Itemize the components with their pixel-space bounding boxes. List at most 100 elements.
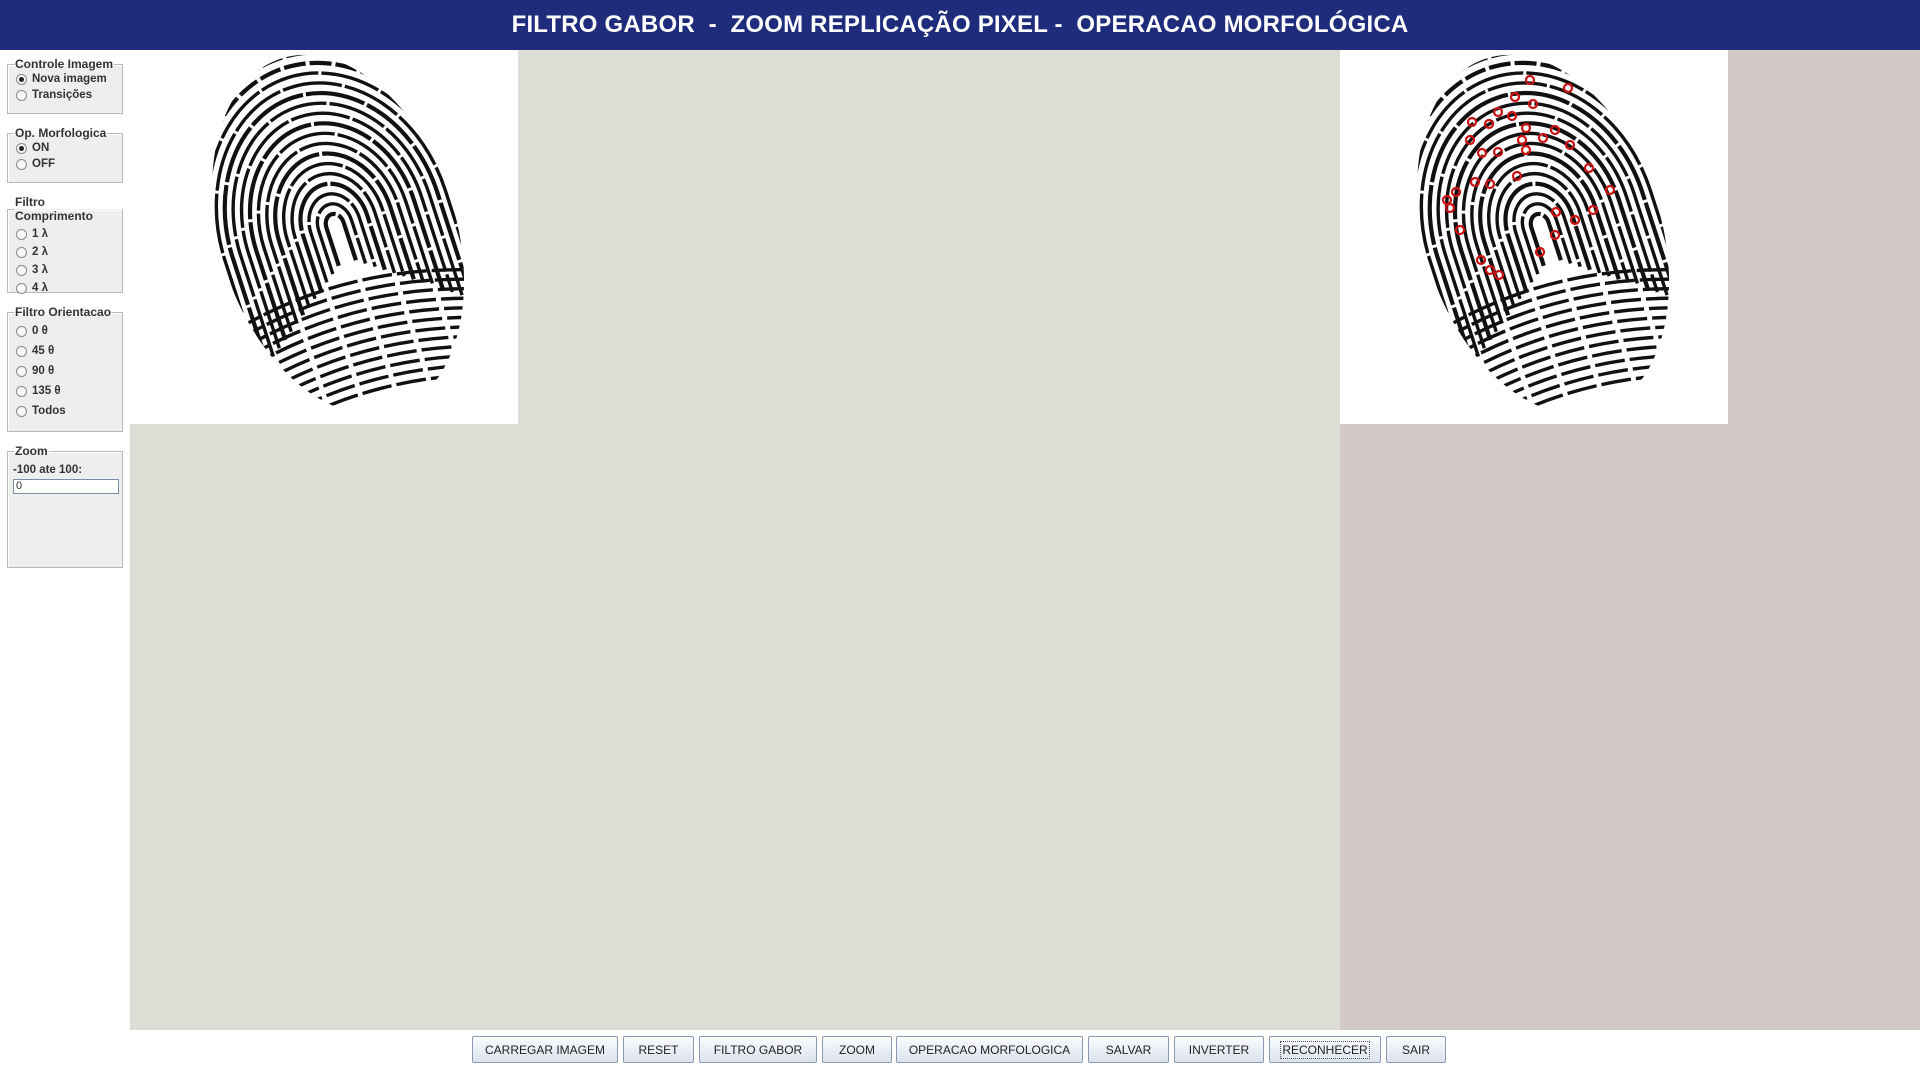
- radio-label: 4 λ: [32, 282, 48, 294]
- radio-comprimento-4[interactable]: 4 λ: [16, 279, 122, 297]
- minutia-marker-icon: [1454, 224, 1466, 236]
- radio-empty-icon: [16, 264, 27, 276]
- minutia-marker-icon: [1483, 118, 1495, 130]
- radio-selected-icon: [16, 142, 27, 154]
- minutia-marker-icon: [1549, 124, 1561, 136]
- inverter-button[interactable]: INVERTER: [1174, 1036, 1264, 1063]
- group-filtro-comprimento: Filtro Comprimento 1 λ 2 λ 3 λ 4 λ: [7, 195, 123, 294]
- radio-orientacao-todos[interactable]: Todos: [16, 401, 122, 421]
- button-label: SALVAR: [1105, 1042, 1152, 1057]
- radio-on[interactable]: ON: [16, 140, 122, 156]
- minutia-marker-icon: [1475, 254, 1487, 266]
- minutia-marker-icon: [1604, 184, 1616, 196]
- radio-label: 2 λ: [32, 246, 48, 258]
- minutia-marker-icon: [1511, 170, 1523, 182]
- radio-label: 3 λ: [32, 264, 48, 276]
- group-filtro-orientacao-legend: Filtro Orientacao: [15, 305, 112, 319]
- radio-nova-imagem[interactable]: Nova imagem: [16, 71, 122, 87]
- radio-off[interactable]: OFF: [16, 156, 122, 172]
- minutia-marker-icon: [1509, 91, 1521, 103]
- minutia-marker-icon: [1549, 229, 1561, 241]
- button-label: RECONHECER: [1280, 1040, 1370, 1059]
- button-label: RESET: [638, 1042, 679, 1057]
- radio-empty-icon: [16, 282, 27, 294]
- radio-empty-icon: [16, 325, 27, 337]
- reconhecer-button[interactable]: RECONHECER: [1269, 1036, 1381, 1063]
- minutia-marker-icon: [1492, 106, 1504, 118]
- minutia-marker-icon: [1520, 122, 1532, 134]
- minutia-marker-icon: [1476, 147, 1488, 159]
- group-controle-imagem: Controle Imagem Nova imagem Transições: [7, 57, 123, 114]
- app-title: FILTRO GABOR - ZOOM REPLICAÇÃO PIXEL - O…: [0, 0, 1920, 50]
- button-label: CARREGAR IMAGEM: [484, 1042, 605, 1057]
- zoom-button[interactable]: ZOOM: [822, 1036, 892, 1063]
- radio-transicoes[interactable]: Transições: [16, 87, 122, 103]
- radio-label: 0 θ: [32, 325, 48, 337]
- filtro-gabor-button[interactable]: FILTRO GABOR: [699, 1036, 817, 1063]
- minutia-marker-icon: [1564, 139, 1576, 151]
- radio-orientacao-135[interactable]: 135 θ: [16, 381, 122, 401]
- radio-comprimento-3[interactable]: 3 λ: [16, 261, 122, 279]
- minutia-marker-icon: [1524, 74, 1536, 86]
- radio-orientacao-90[interactable]: 90 θ: [16, 361, 122, 381]
- radio-empty-icon: [16, 345, 27, 357]
- radio-comprimento-2[interactable]: 2 λ: [16, 243, 122, 261]
- group-filtro-orientacao: Filtro Orientacao 0 θ 45 θ 90 θ 135 θ To…: [7, 305, 123, 432]
- minutia-marker-icon: [1569, 214, 1581, 226]
- radio-empty-icon: [16, 365, 27, 377]
- minutia-marker-icon: [1520, 144, 1532, 156]
- fingerprint-minutiae-image: [1373, 50, 1713, 424]
- minutia-marker-icon: [1537, 132, 1549, 144]
- radio-label: Nova imagem: [32, 73, 107, 85]
- salvar-button[interactable]: SALVAR: [1088, 1036, 1169, 1063]
- minutia-marker-icon: [1484, 178, 1496, 190]
- minutia-marker-icon: [1562, 82, 1574, 94]
- button-label: OPERACAO MORFOLOGICA: [908, 1042, 1071, 1057]
- button-label: SAIR: [1401, 1042, 1430, 1057]
- minutia-marker-icon: [1493, 269, 1505, 281]
- minutia-marker-icon: [1587, 204, 1599, 216]
- reset-button[interactable]: RESET: [623, 1036, 694, 1063]
- group-op-morfologica: Op. Morfologica ON OFF: [7, 126, 123, 183]
- minutia-marker-icon: [1550, 206, 1562, 218]
- group-op-morfologica-legend: Op. Morfologica: [15, 126, 107, 140]
- radio-comprimento-1[interactable]: 1 λ: [16, 225, 122, 243]
- radio-label: Transições: [32, 89, 93, 101]
- group-controle-imagem-legend: Controle Imagem: [15, 57, 114, 71]
- carregar-imagem-button[interactable]: CARREGAR IMAGEM: [472, 1036, 618, 1063]
- minutia-marker-icon: [1527, 98, 1539, 110]
- minutia-marker-icon: [1450, 186, 1462, 198]
- operacao-morfologica-button[interactable]: OPERACAO MORFOLOGICA: [896, 1036, 1083, 1063]
- processed-image-canvas: [1340, 50, 1728, 424]
- control-panel: Controle Imagem Nova imagem Transições O…: [0, 50, 130, 1030]
- radio-label: 90 θ: [32, 365, 55, 377]
- radio-empty-icon: [16, 405, 27, 417]
- minutia-marker-icon: [1466, 116, 1478, 128]
- sair-button[interactable]: SAIR: [1386, 1036, 1446, 1063]
- group-zoom-legend: Zoom: [15, 444, 48, 458]
- original-image-area: [130, 50, 1340, 1030]
- radio-label: 135 θ: [32, 385, 61, 397]
- radio-orientacao-0[interactable]: 0 θ: [16, 321, 122, 341]
- zoom-input[interactable]: [13, 478, 119, 494]
- zoom-range-label: -100 ate 100:: [13, 464, 83, 476]
- minutia-marker-icon: [1444, 202, 1456, 214]
- group-zoom: Zoom -100 ate 100:: [7, 444, 123, 568]
- radio-label: 45 θ: [32, 345, 55, 357]
- group-filtro-comprimento-legend: Filtro Comprimento: [15, 195, 93, 223]
- minutia-marker-icon: [1484, 264, 1496, 276]
- radio-empty-icon: [16, 158, 27, 170]
- radio-orientacao-45[interactable]: 45 θ: [16, 341, 122, 361]
- minutia-marker-icon: [1492, 146, 1504, 158]
- original-image-canvas: [130, 50, 518, 424]
- radio-label: OFF: [32, 158, 55, 170]
- minutia-marker-icon: [1506, 110, 1518, 122]
- fingerprint-image: [168, 50, 508, 424]
- radio-label: ON: [32, 142, 50, 154]
- button-label: ZOOM: [839, 1042, 875, 1057]
- radio-label: 1 λ: [32, 228, 48, 240]
- radio-empty-icon: [16, 385, 27, 397]
- radio-empty-icon: [16, 89, 27, 101]
- radio-empty-icon: [16, 246, 27, 258]
- processed-image-area: [1340, 50, 1920, 1030]
